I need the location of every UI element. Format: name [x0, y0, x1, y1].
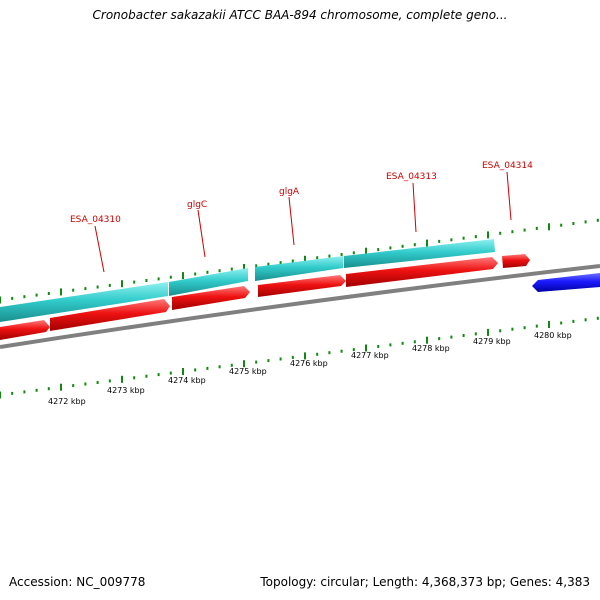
cyan-feature-2	[169, 268, 248, 296]
cyan-feature-1	[0, 282, 168, 322]
leader-glgc	[197, 209, 206, 258]
genome-stats-label: Topology: circular; Length: 4,368,373 bp…	[260, 575, 590, 589]
outer-tick-track	[0, 218, 599, 304]
gene-label-esa-04313: ESA_04313	[386, 172, 437, 182]
gene-label-esa-04310: ESA_04310	[70, 215, 121, 225]
red-gene-arrow-3	[172, 286, 250, 310]
genome-backbone	[0, 264, 600, 349]
leader-esa-04314	[506, 171, 512, 221]
leader-glga	[288, 196, 295, 246]
kbp-label-4277: 4277 kbp	[351, 351, 389, 360]
kbp-label-4272: 4272 kbp	[48, 397, 86, 406]
accession-label: Accession: NC_009778	[9, 575, 146, 589]
inner-tick-track	[0, 316, 599, 399]
red-gene-arrow-1	[0, 320, 50, 340]
cyan-feature-4	[344, 239, 495, 268]
kbp-label-4280: 4280 kbp	[534, 331, 572, 340]
kbp-label-4278: 4278 kbp	[412, 344, 450, 353]
red-gene-arrow-2	[50, 299, 170, 331]
red-feature-track	[0, 254, 530, 340]
gene-label-leaders	[94, 171, 512, 273]
leader-esa-04310	[94, 225, 105, 273]
cyan-feature-track	[0, 239, 495, 322]
blue-gene-arrow-1	[532, 273, 600, 292]
kbp-label-4273: 4273 kbp	[107, 386, 145, 395]
red-gene-arrow-5	[346, 257, 498, 287]
kbp-label-4275: 4275 kbp	[229, 367, 267, 376]
red-gene-arrow-4	[258, 275, 346, 297]
cyan-feature-3	[255, 256, 343, 281]
gene-label-glga: glgA	[279, 187, 300, 197]
kbp-label-4274: 4274 kbp	[168, 376, 206, 385]
map-title: Cronobacter sakazakii ATCC BAA-894 chrom…	[92, 8, 508, 22]
gene-label-esa-04314: ESA_04314	[482, 161, 533, 171]
red-gene-arrow-6	[502, 254, 530, 268]
kbp-label-4279: 4279 kbp	[473, 337, 511, 346]
leader-esa-04313	[412, 182, 417, 233]
kbp-label-4276: 4276 kbp	[290, 359, 328, 368]
blue-feature-track	[532, 273, 600, 292]
gene-label-glgc: glgC	[187, 200, 207, 210]
